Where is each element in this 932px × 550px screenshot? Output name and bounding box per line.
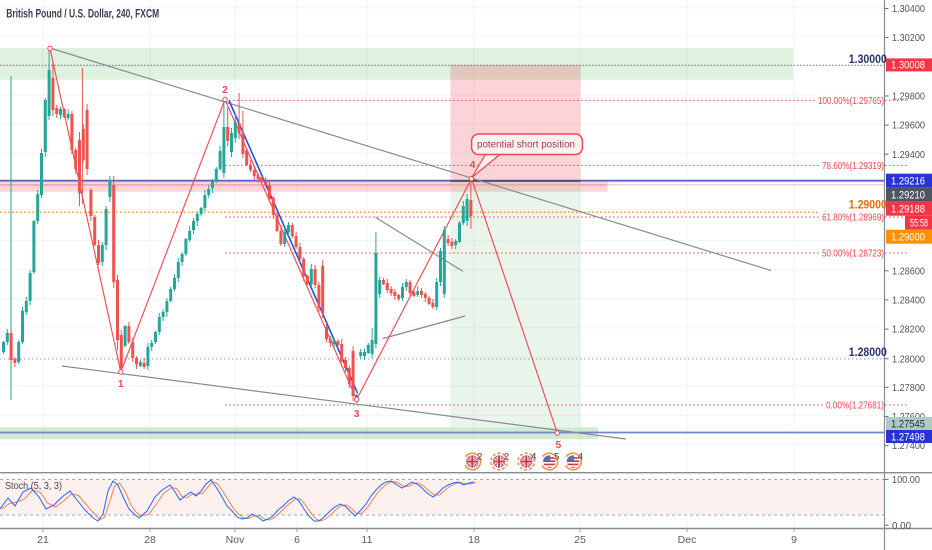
svg-text:1.28200: 1.28200	[892, 324, 925, 336]
svg-text:1.29400: 1.29400	[892, 149, 925, 161]
svg-text:Dec: Dec	[678, 534, 697, 546]
svg-text:British Pound / U.S. Dollar, 2: British Pound / U.S. Dollar, 240, FXCM	[6, 8, 159, 20]
svg-text:1: 1	[118, 379, 124, 390]
svg-text:1.29000: 1.29000	[891, 232, 925, 244]
svg-text:1.27498: 1.27498	[891, 431, 925, 443]
svg-text:1.28000: 1.28000	[892, 353, 925, 365]
svg-text:50.00%(1.28723): 50.00%(1.28723)	[822, 248, 884, 260]
svg-text:6: 6	[294, 534, 300, 546]
svg-text:2: 2	[222, 85, 228, 96]
svg-text:25: 25	[574, 534, 586, 546]
svg-text:1.28400: 1.28400	[892, 295, 925, 307]
svg-text:4: 4	[578, 452, 583, 463]
svg-text:1.30400: 1.30400	[892, 3, 925, 15]
svg-text:Nov: Nov	[226, 534, 245, 546]
svg-text:100.00%(1.29765): 100.00%(1.29765)	[818, 95, 884, 107]
svg-text:1.29216: 1.29216	[891, 176, 925, 188]
svg-text:Stoch (5, 3, 3): Stoch (5, 3, 3)	[5, 480, 62, 492]
svg-text:1.27800: 1.27800	[892, 382, 925, 394]
svg-text:11: 11	[362, 534, 373, 546]
svg-text:1.27545: 1.27545	[891, 418, 925, 430]
svg-text:18: 18	[468, 534, 480, 546]
svg-text:78.60%(1.29319): 78.60%(1.29319)	[822, 160, 884, 172]
svg-text:28: 28	[144, 534, 156, 546]
svg-text:21: 21	[37, 534, 49, 546]
svg-text:5: 5	[554, 452, 559, 463]
svg-text:2: 2	[477, 452, 482, 463]
svg-text:0.00: 0.00	[892, 520, 911, 532]
svg-text:1.27400: 1.27400	[892, 440, 925, 452]
svg-text:potential short position: potential short position	[477, 139, 575, 151]
svg-text:55:58: 55:58	[910, 218, 928, 230]
svg-text:5: 5	[556, 440, 562, 451]
svg-text:1.29000: 1.29000	[849, 200, 887, 212]
svg-text:1.29800: 1.29800	[892, 91, 925, 103]
svg-text:1.28600: 1.28600	[892, 265, 925, 277]
svg-text:100.00: 100.00	[892, 474, 920, 486]
svg-text:61.80%(1.28969): 61.80%(1.28969)	[822, 212, 884, 224]
svg-text:4: 4	[470, 160, 476, 171]
svg-text:1.29210: 1.29210	[891, 190, 925, 202]
svg-text:1.29188: 1.29188	[891, 204, 925, 216]
svg-text:1.30008: 1.30008	[891, 60, 925, 72]
svg-text:4: 4	[531, 452, 536, 463]
svg-text:2: 2	[504, 452, 509, 463]
svg-text:1.29600: 1.29600	[892, 120, 925, 132]
svg-text:0.00%(1.27681): 0.00%(1.27681)	[826, 400, 884, 412]
svg-text:1.28000: 1.28000	[849, 347, 887, 359]
svg-text:3: 3	[354, 409, 360, 420]
svg-text:9: 9	[791, 534, 797, 546]
svg-text:1.30000: 1.30000	[849, 54, 887, 66]
svg-text:1.30200: 1.30200	[892, 32, 925, 44]
